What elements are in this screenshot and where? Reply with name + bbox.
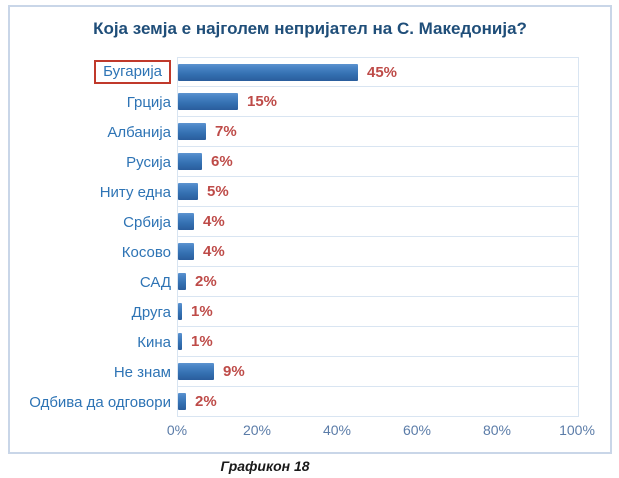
x-tick-label: 100% <box>559 422 595 438</box>
plot-cell: 7% <box>177 117 579 147</box>
plot-cell: 1% <box>177 327 579 357</box>
bar <box>178 93 238 110</box>
x-axis-ticks: 0% 20% 40% 60% 80% 100% <box>167 417 595 443</box>
value-label: 4% <box>203 243 225 260</box>
category-label: Албанија <box>107 123 171 141</box>
bar-row: Србија 4% <box>10 207 610 237</box>
plot-cell: 5% <box>177 177 579 207</box>
x-tick-label: 80% <box>482 422 512 438</box>
category-label: Не знам <box>113 363 171 381</box>
bar <box>178 303 182 320</box>
category-label-cell: Русија <box>10 147 177 177</box>
category-label-cell: Грција <box>10 87 177 117</box>
plot-cell: 15% <box>177 87 579 117</box>
x-tick-label: 0% <box>166 422 188 438</box>
category-label-cell: Друга <box>10 297 177 327</box>
value-label: 9% <box>223 363 245 380</box>
plot-cell: 1% <box>177 297 579 327</box>
bar-rows: Бугарија 45% Грција 15% Албанија 7% Русија 6% Ни… <box>10 57 610 417</box>
category-label-cell: Не знам <box>10 357 177 387</box>
bar <box>178 393 186 410</box>
bar-row: Косово 4% <box>10 237 610 267</box>
value-label: 4% <box>203 213 225 230</box>
value-label: 1% <box>191 333 213 350</box>
bar-row: Друга 1% <box>10 297 610 327</box>
x-tick-label: 40% <box>322 422 352 438</box>
chart-frame: Која земја е најголем непријател на С. М… <box>8 5 612 454</box>
bar <box>178 123 206 140</box>
plot-cell: 4% <box>177 237 579 267</box>
x-tick-label: 20% <box>242 422 272 438</box>
category-label: Србија <box>123 213 171 231</box>
plot-cell: 6% <box>177 147 579 177</box>
category-label: САД <box>139 273 171 291</box>
bar <box>178 153 202 170</box>
category-label: Кина <box>137 333 171 351</box>
category-label-cell: САД <box>10 267 177 297</box>
category-label: Грција <box>126 93 171 111</box>
bar-row: Одбива да одговори 2% <box>10 387 610 417</box>
category-label: Друга <box>131 303 171 321</box>
value-label: 7% <box>215 123 237 140</box>
bar <box>178 273 186 290</box>
chart-title: Која земја е најголем непријател на С. М… <box>93 19 527 38</box>
category-label: Ниту една <box>99 183 171 201</box>
plot-cell: 4% <box>177 207 579 237</box>
plot-cell: 2% <box>177 387 579 417</box>
category-label-cell: Ниту една <box>10 177 177 207</box>
bar-row: Кина 1% <box>10 327 610 357</box>
plot-cell: 45% <box>177 57 579 87</box>
value-label: 15% <box>247 93 278 110</box>
value-label: 45% <box>367 63 398 81</box>
bar <box>178 363 214 380</box>
bar-row: Не знам 9% <box>10 357 610 387</box>
category-label-cell: Бугарија <box>10 57 177 87</box>
bar-row: Русија 6% <box>10 147 610 177</box>
plot-cell: 2% <box>177 267 579 297</box>
bar <box>178 213 194 230</box>
value-label: 1% <box>191 303 213 320</box>
chart-caption: Графикон 18 <box>220 458 310 474</box>
category-label-highlighted: Бугарија <box>94 60 171 84</box>
category-label: Русија <box>126 153 171 171</box>
value-label: 2% <box>195 393 217 410</box>
x-axis-spacer <box>10 417 177 443</box>
value-label: 5% <box>207 183 229 200</box>
x-axis: 0% 20% 40% 60% 80% 100% <box>10 417 610 443</box>
plot-cell: 9% <box>177 357 579 387</box>
value-label: 6% <box>211 153 233 170</box>
category-label: Косово <box>121 243 171 261</box>
category-label-cell: Косово <box>10 237 177 267</box>
bar-row: Албанија 7% <box>10 117 610 147</box>
bar <box>178 183 198 200</box>
category-label-cell: Одбива да одговори <box>10 387 177 417</box>
category-label-cell: Кина <box>10 327 177 357</box>
category-label-cell: Албанија <box>10 117 177 147</box>
bar-row: Бугарија 45% <box>10 57 610 87</box>
bar <box>178 243 194 260</box>
bar-row: САД 2% <box>10 267 610 297</box>
bar <box>178 63 358 81</box>
category-label-cell: Србија <box>10 207 177 237</box>
bar-row: Грција 15% <box>10 87 610 117</box>
x-tick-label: 60% <box>402 422 432 438</box>
category-label: Одбива да одговори <box>29 393 171 411</box>
bar <box>178 333 182 350</box>
value-label: 2% <box>195 273 217 290</box>
bar-row: Ниту една 5% <box>10 177 610 207</box>
